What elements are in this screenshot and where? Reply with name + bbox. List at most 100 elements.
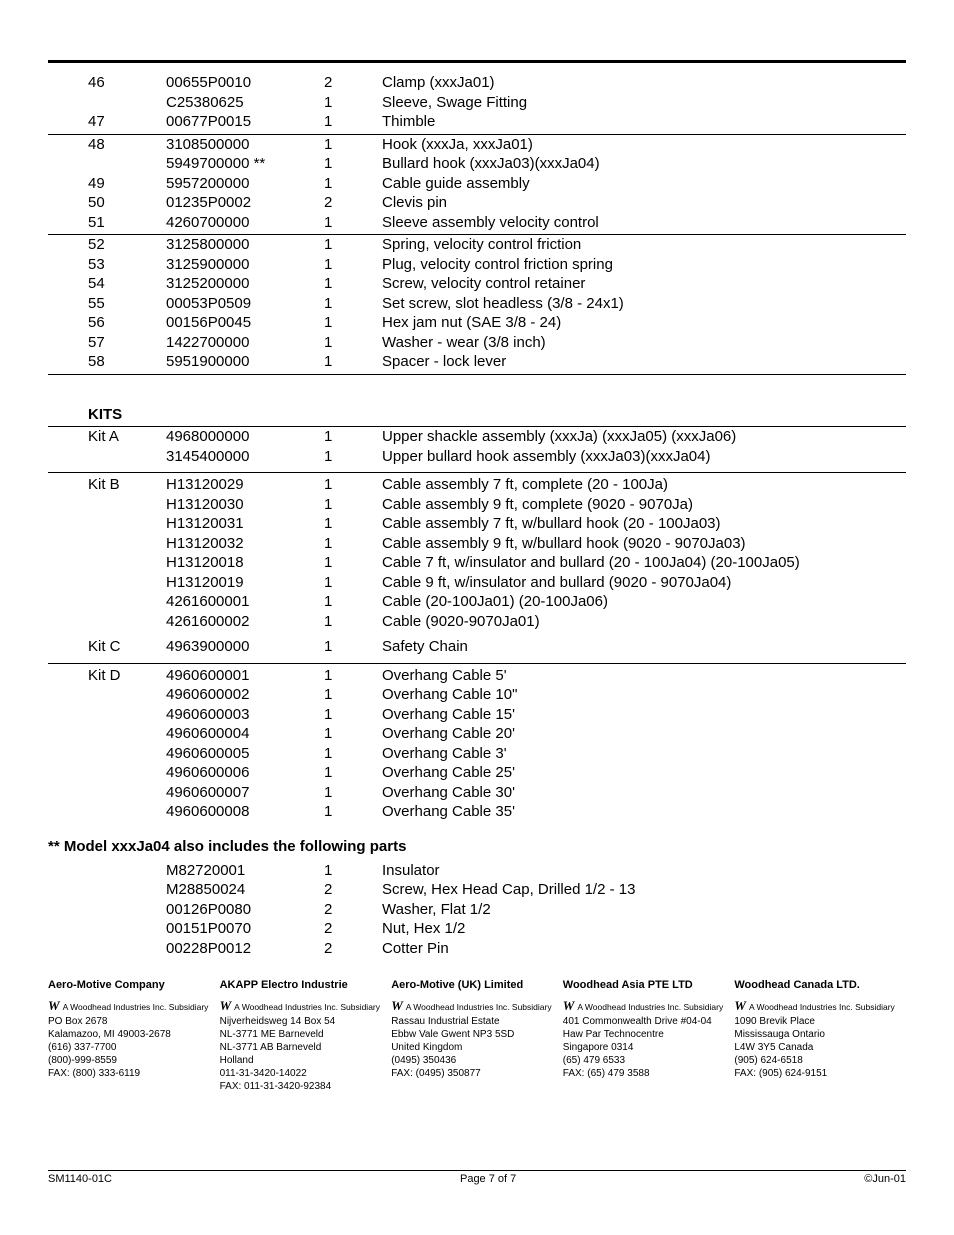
kit-label: Kit B <box>48 473 162 495</box>
part-number: H13120032 <box>162 534 320 554</box>
company-line: FAX: (800) 333-6119 <box>48 1067 212 1080</box>
description: Upper shackle assembly (xxxJa) (xxxJa05)… <box>378 427 906 447</box>
part-number: 4260700000 <box>162 213 320 235</box>
item-number: 51 <box>48 213 162 235</box>
kit-label <box>48 447 162 467</box>
company-line: Ebbw Vale Gwent NP3 5SD <box>391 1028 555 1041</box>
part-number: 4960600005 <box>162 744 320 764</box>
part-number: 00151P0070 <box>162 919 320 939</box>
part-number: H13120031 <box>162 514 320 534</box>
kit-label: Kit C <box>48 637 162 657</box>
part-number: M28850024 <box>162 880 320 900</box>
company-line: United Kingdom <box>391 1041 555 1054</box>
company-subsidiary: WA Woodhead Industries Inc. Subsidiary <box>220 998 384 1015</box>
footer-center: Page 7 of 7 <box>460 1173 516 1185</box>
kit-row: 49606000031Overhang Cable 15' <box>48 705 906 725</box>
description: Overhang Cable 5' <box>378 663 906 685</box>
footnote: ** Model xxxJa04 also includes the follo… <box>48 822 906 861</box>
top-rule <box>48 60 906 63</box>
qty: 2 <box>320 73 378 93</box>
part-number: 5951900000 <box>162 352 320 374</box>
description: Bullard hook (xxxJa03)(xxxJa04) <box>378 154 906 174</box>
part-number: 4963900000 <box>162 637 320 657</box>
company-line: (0495) 350436 <box>391 1054 555 1067</box>
company-name: Aero-Motive Company <box>48 978 212 992</box>
qty: 1 <box>320 93 378 113</box>
company-line: FAX: (905) 624-9151 <box>734 1067 898 1080</box>
extra-row: 00126P00802Washer, Flat 1/2 <box>48 900 906 920</box>
item-number: 58 <box>48 352 162 374</box>
qty: 1 <box>320 473 378 495</box>
company-line: Singapore 0314 <box>563 1041 727 1054</box>
qty: 1 <box>320 333 378 353</box>
part-number: 4960600001 <box>162 663 320 685</box>
parts-row: 5949700000 **1Bullard hook (xxxJa03)(xxx… <box>48 154 906 174</box>
qty: 2 <box>320 939 378 959</box>
description: Cable assembly 9 ft, w/bullard hook (902… <box>378 534 906 554</box>
kits-header: KITS <box>48 374 162 427</box>
company-line: Holland <box>220 1054 384 1067</box>
kit-label: Kit D <box>48 663 162 685</box>
qty: 2 <box>320 919 378 939</box>
qty: 1 <box>320 763 378 783</box>
description: Washer, Flat 1/2 <box>378 900 906 920</box>
item-number: 52 <box>48 235 162 255</box>
parts-row: 5859519000001Spacer - lock lever <box>48 352 906 374</box>
company-subsidiary: WA Woodhead Industries Inc. Subsidiary <box>48 998 212 1015</box>
qty: 1 <box>320 612 378 632</box>
part-number: 3125800000 <box>162 235 320 255</box>
description: Sleeve, Swage Fitting <box>378 93 906 113</box>
item-number: 57 <box>48 333 162 353</box>
description: Overhang Cable 35' <box>378 802 906 822</box>
qty: 1 <box>320 294 378 314</box>
qty: 1 <box>320 592 378 612</box>
company-line: NL-3771 AB Barneveld <box>220 1041 384 1054</box>
qty: 1 <box>320 744 378 764</box>
company-line: FAX: (0495) 350877 <box>391 1067 555 1080</box>
parts-row: 5500053P05091Set screw, slot headless (3… <box>48 294 906 314</box>
kit-label <box>48 802 162 822</box>
item-number: 50 <box>48 193 162 213</box>
extra-row: 00228P00122Cotter Pin <box>48 939 906 959</box>
qty: 1 <box>320 174 378 194</box>
kit-row: 49606000021Overhang Cable 10" <box>48 685 906 705</box>
description: Cable guide assembly <box>378 174 906 194</box>
extra-row: 00151P00702Nut, Hex 1/2 <box>48 919 906 939</box>
item-number: 55 <box>48 294 162 314</box>
qty: 1 <box>320 274 378 294</box>
kit-label: Kit A <box>48 427 162 447</box>
part-number: 3125200000 <box>162 274 320 294</box>
qty: 1 <box>320 663 378 685</box>
company-line: Mississauga Ontario <box>734 1028 898 1041</box>
kit-row: 49606000041Overhang Cable 20' <box>48 724 906 744</box>
qty: 1 <box>320 427 378 447</box>
kit-row: 49606000061Overhang Cable 25' <box>48 763 906 783</box>
part-number: 00156P0045 <box>162 313 320 333</box>
kit-label <box>48 553 162 573</box>
description: Spring, velocity control friction <box>378 235 906 255</box>
kit-row: 49606000051Overhang Cable 3' <box>48 744 906 764</box>
description: Overhang Cable 25' <box>378 763 906 783</box>
part-number: 4960600006 <box>162 763 320 783</box>
kit-label <box>48 783 162 803</box>
description: Overhang Cable 3' <box>378 744 906 764</box>
part-number: 00677P0015 <box>162 112 320 134</box>
company-subsidiary: WA Woodhead Industries Inc. Subsidiary <box>391 998 555 1015</box>
parts-row: C253806251Sleeve, Swage Fitting <box>48 93 906 113</box>
parts-row: 5001235P00022Clevis pin <box>48 193 906 213</box>
kit-row: 49606000081Overhang Cable 35' <box>48 802 906 822</box>
description: Plug, velocity control friction spring <box>378 255 906 275</box>
kit-label <box>48 724 162 744</box>
kit-label <box>48 514 162 534</box>
description: Overhang Cable 15' <box>378 705 906 725</box>
qty: 1 <box>320 134 378 154</box>
parts-row: 4959572000001Cable guide assembly <box>48 174 906 194</box>
page-footer: SM1140-01C Page 7 of 7 ©Jun-01 <box>48 1170 906 1185</box>
company-line: Haw Par Technocentre <box>563 1028 727 1041</box>
kit-row: 49606000071Overhang Cable 30' <box>48 783 906 803</box>
description: Safety Chain <box>378 637 906 657</box>
company-block: Woodhead Asia PTE LTDWA Woodhead Industr… <box>563 978 735 1093</box>
company-name: AKAPP Electro Industrie <box>220 978 384 992</box>
qty: 1 <box>320 255 378 275</box>
part-number: 4968000000 <box>162 427 320 447</box>
